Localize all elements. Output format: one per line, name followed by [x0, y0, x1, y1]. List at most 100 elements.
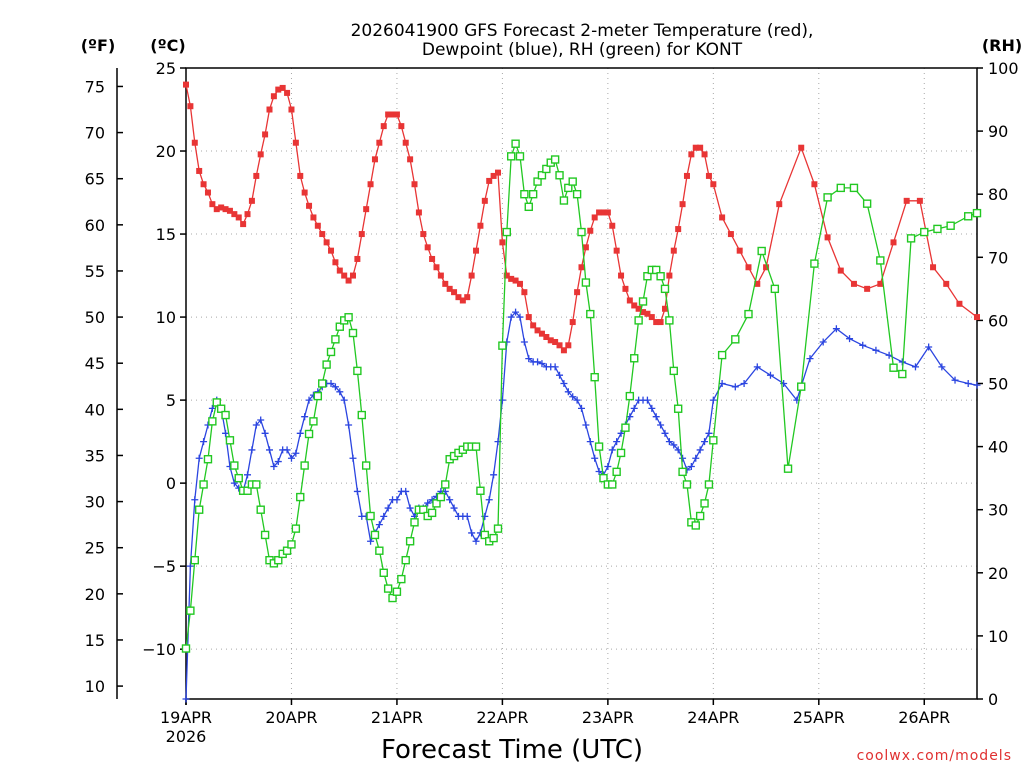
dewpoint-point [696, 446, 704, 454]
rh-point [621, 423, 630, 432]
temperature-point [587, 227, 594, 234]
rh-point [471, 442, 481, 451]
x-tick-label: 20APR [265, 708, 317, 727]
temperature-point [442, 280, 449, 287]
fahrenheit-tick-label: 45 [85, 354, 105, 373]
dewpoint-point [367, 537, 375, 545]
temperature-point [727, 231, 734, 238]
temperature-point [275, 86, 282, 93]
temperature-point [675, 226, 682, 233]
dewpoint-point [665, 438, 673, 446]
rh-point [555, 171, 564, 180]
dewpoint-point [340, 396, 348, 404]
dewpoint-point [485, 496, 493, 504]
temperature-point [556, 342, 563, 349]
dewpoint-point [538, 360, 546, 368]
rh-point [550, 155, 560, 164]
temperature-point [930, 264, 937, 271]
temperature-point [459, 297, 466, 304]
temperature-point [473, 247, 480, 254]
temperature-point [640, 309, 647, 316]
temperature-point [196, 167, 203, 174]
rh-point [704, 480, 714, 489]
dewpoint-point [292, 449, 300, 457]
rh-point [199, 480, 208, 489]
dewpoint-point [463, 512, 471, 520]
dewpoint-point [336, 388, 344, 396]
rh-point [511, 139, 520, 148]
rh-tick-label: 30 [988, 501, 1008, 520]
rh-point [252, 480, 261, 489]
rh-point [344, 313, 353, 322]
dewpoint-point [938, 363, 946, 371]
rh-point [972, 208, 982, 218]
rh-point [287, 540, 296, 549]
temperature-point [446, 285, 453, 292]
dewpoint-point [661, 429, 669, 437]
rh-point [660, 284, 670, 294]
dewpoint-point [687, 463, 695, 471]
rh-point [379, 568, 388, 577]
rh-point [221, 410, 230, 420]
temperature-point [837, 267, 844, 274]
rh-point [731, 335, 740, 344]
dewpoint-point [520, 338, 528, 346]
dewpoint-point [252, 421, 260, 429]
temperature-point [240, 221, 247, 228]
rh-point [616, 448, 626, 458]
temperature-point [477, 222, 484, 229]
x-axis-title: Forecast Time (UTC) [381, 735, 643, 765]
dewpoint-point [806, 355, 814, 363]
rh-point [405, 537, 415, 546]
temperature-point [626, 297, 633, 304]
celsius-unit-label: (ºC) [150, 36, 185, 55]
dewpoint-point [630, 404, 638, 412]
temperature-point [336, 267, 343, 274]
rh-point [634, 316, 643, 325]
dewpoint-point [244, 471, 252, 479]
dewpoint-point [819, 338, 827, 346]
temperature-point [402, 139, 409, 146]
rh-point [810, 259, 819, 268]
fahrenheit-tick-label: 20 [85, 585, 105, 604]
dewpoint-point [402, 487, 410, 495]
temperature-point [692, 144, 699, 151]
dewpoint-point [345, 421, 353, 429]
rh-point [564, 183, 573, 193]
dewpoint-point [182, 695, 190, 703]
rh-tick-label: 60 [988, 311, 1008, 330]
temperature-point [270, 93, 277, 100]
temperature-point [736, 247, 743, 254]
temperature-point [389, 111, 396, 118]
dewpoint-point [859, 341, 867, 349]
rh-point [410, 518, 419, 527]
dewpoint-point [296, 429, 304, 437]
dewpoint-series [182, 308, 981, 703]
fahrenheit-tick-label: 25 [85, 539, 105, 558]
temperature-point [613, 247, 620, 254]
dewpoint-line [185, 311, 978, 700]
rh-point [313, 391, 323, 401]
plot-frame [185, 67, 978, 700]
temperature-point [288, 106, 295, 113]
rh-point [181, 644, 191, 653]
rh-point [656, 272, 665, 281]
rh-point [568, 177, 577, 186]
credit-text[interactable]: coolwx.com/models [857, 748, 1012, 764]
x-tick-label: 24APR [687, 708, 739, 727]
dewpoint-point [375, 521, 383, 529]
rh-point [300, 461, 309, 470]
fahrenheit-tick-label: 65 [85, 170, 105, 189]
celsius-tick-label: 25 [156, 59, 176, 78]
dewpoint-point [951, 376, 959, 384]
rh-point [849, 183, 859, 193]
rh-point [353, 366, 362, 376]
rh-tick-label: 80 [988, 185, 1008, 204]
rh-point [208, 417, 217, 426]
temperature-point [407, 156, 414, 163]
dewpoint-point [230, 479, 238, 487]
temperature-point [354, 255, 361, 262]
rh-point [520, 189, 529, 199]
rh-tick-label: 70 [988, 248, 1008, 267]
dewpoint-point [525, 355, 533, 363]
